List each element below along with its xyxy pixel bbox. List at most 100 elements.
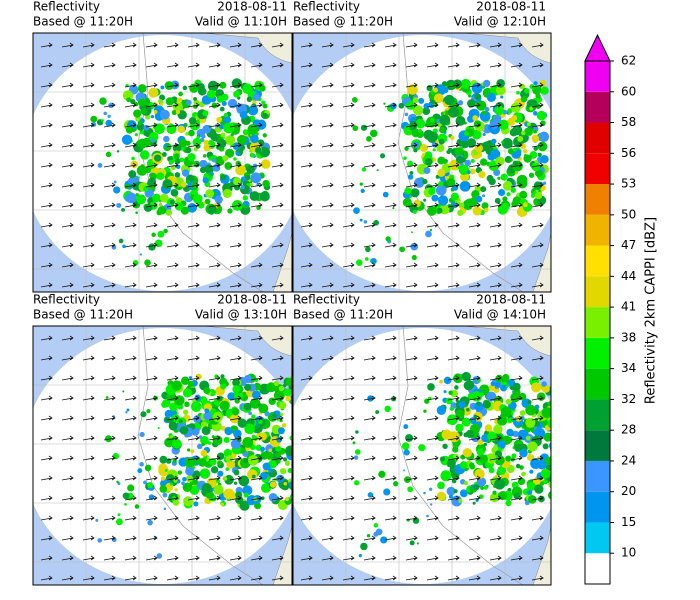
wind-arrow bbox=[166, 142, 179, 148]
echo bbox=[537, 152, 542, 157]
wind-arrow bbox=[405, 102, 418, 108]
echo bbox=[444, 94, 455, 106]
echo bbox=[143, 124, 150, 131]
wind-arrow bbox=[250, 182, 263, 188]
colorbar-segment bbox=[585, 276, 610, 308]
wind-arrow bbox=[166, 475, 179, 481]
echo bbox=[358, 553, 362, 558]
wind-arrow bbox=[405, 122, 418, 128]
wind-arrow bbox=[40, 202, 53, 208]
colorbar-tick-label: 28 bbox=[621, 423, 636, 437]
wind-arrow bbox=[208, 575, 221, 581]
echo bbox=[260, 446, 265, 452]
wind-arrow bbox=[40, 415, 53, 421]
echo bbox=[555, 434, 561, 440]
echo bbox=[187, 153, 196, 162]
wind-arrow bbox=[489, 262, 502, 268]
wind-arrow bbox=[342, 182, 355, 188]
echo bbox=[450, 192, 459, 201]
echo bbox=[363, 220, 368, 224]
echo bbox=[243, 458, 249, 463]
echo bbox=[360, 124, 368, 131]
echo bbox=[130, 98, 136, 105]
wind-arrow bbox=[250, 82, 263, 88]
wind-arrow bbox=[531, 375, 544, 381]
echo bbox=[495, 85, 506, 96]
wind-arrow bbox=[489, 102, 502, 108]
wind-arrow bbox=[103, 355, 116, 361]
echo bbox=[247, 455, 259, 466]
echo bbox=[212, 412, 223, 423]
echo bbox=[351, 97, 358, 103]
echo bbox=[254, 146, 262, 154]
wind-arrow bbox=[531, 142, 544, 148]
wind-arrow bbox=[187, 395, 200, 401]
echo bbox=[498, 189, 506, 197]
wind-arrow bbox=[61, 415, 74, 421]
wind-arrow bbox=[82, 102, 95, 108]
echo bbox=[229, 413, 240, 424]
wind-arrow bbox=[531, 242, 544, 248]
wind-arrow bbox=[103, 395, 116, 401]
echo bbox=[215, 89, 224, 98]
wind-arrow bbox=[510, 142, 523, 148]
panel-frame bbox=[32, 325, 293, 586]
echo bbox=[97, 163, 103, 168]
wind-arrow bbox=[300, 102, 313, 108]
wind-arrow bbox=[187, 495, 200, 501]
wind-arrow bbox=[426, 82, 439, 88]
echo bbox=[231, 78, 242, 89]
wind-arrow bbox=[405, 375, 418, 381]
echo bbox=[506, 428, 514, 437]
wind-arrow bbox=[363, 375, 376, 381]
wind-arrow bbox=[363, 122, 376, 128]
wind-arrow bbox=[229, 262, 242, 268]
echo bbox=[459, 202, 465, 208]
echo bbox=[497, 204, 508, 215]
wind-arrow bbox=[208, 535, 221, 541]
echo bbox=[428, 487, 433, 491]
echo bbox=[440, 470, 452, 482]
echo bbox=[533, 81, 538, 86]
wind-arrow bbox=[208, 222, 221, 228]
echo bbox=[443, 390, 447, 394]
wind-arrow bbox=[61, 242, 74, 248]
wind-arrow bbox=[342, 142, 355, 148]
echo bbox=[437, 195, 449, 206]
echo bbox=[164, 81, 174, 90]
echo bbox=[262, 462, 271, 471]
wind-arrow bbox=[489, 575, 502, 581]
wind-arrow bbox=[40, 282, 53, 288]
wind-arrow bbox=[271, 415, 284, 421]
echo bbox=[429, 228, 433, 232]
echo bbox=[210, 466, 219, 474]
colorbar-label: Reflectivity 2km CAPPI [dBZ] bbox=[644, 217, 659, 404]
wind-arrow bbox=[145, 555, 158, 561]
echo bbox=[403, 449, 410, 456]
echo bbox=[97, 538, 103, 543]
wind-arrow bbox=[363, 242, 376, 248]
wind-arrow bbox=[187, 42, 200, 48]
echo bbox=[252, 99, 257, 105]
echo bbox=[557, 422, 562, 427]
echo bbox=[404, 112, 409, 117]
wind-arrow bbox=[384, 162, 397, 168]
echo bbox=[273, 380, 279, 386]
wind-arrow bbox=[82, 242, 95, 248]
echo bbox=[192, 194, 203, 204]
wind-arrow bbox=[510, 575, 523, 581]
wind-arrow bbox=[187, 142, 200, 148]
echo bbox=[118, 238, 124, 244]
wind-arrow bbox=[489, 435, 502, 441]
wind-arrow bbox=[405, 575, 418, 581]
wind-arrow bbox=[271, 515, 284, 521]
wind-arrow bbox=[405, 62, 418, 68]
echo bbox=[159, 455, 168, 464]
echo bbox=[459, 180, 471, 192]
echo bbox=[423, 198, 427, 202]
wind-arrow bbox=[61, 495, 74, 501]
colorbar-segment bbox=[585, 430, 610, 461]
echo bbox=[567, 400, 571, 404]
echo bbox=[360, 542, 368, 551]
wind-arrow bbox=[405, 555, 418, 561]
